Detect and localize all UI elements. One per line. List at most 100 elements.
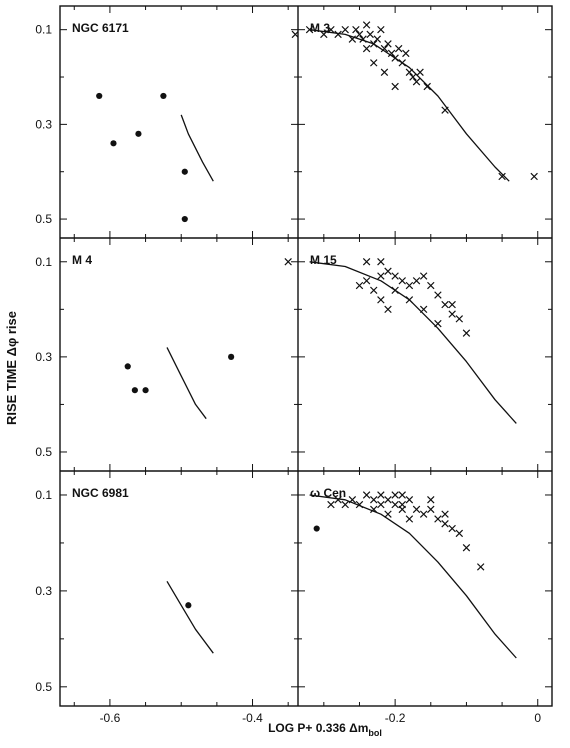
cross-point <box>328 282 335 289</box>
dot-point <box>264 416 270 422</box>
dot-point <box>228 353 235 360</box>
cross-point <box>398 505 406 514</box>
cross-point <box>434 291 442 299</box>
dot-point <box>189 121 195 127</box>
dot-point <box>235 392 241 398</box>
dot-point <box>249 330 255 336</box>
cross-point <box>377 500 385 509</box>
dot-point <box>235 588 241 594</box>
cross-point <box>476 563 485 571</box>
cross-point <box>377 296 385 304</box>
x-tick-label: -0.4 <box>242 711 263 725</box>
dot-point <box>235 684 241 690</box>
cross-point <box>370 496 378 504</box>
dot-point <box>257 401 263 407</box>
dot-point <box>124 363 131 370</box>
panel: M 4 <box>72 253 356 420</box>
dot-point <box>242 354 248 360</box>
cross-point <box>434 515 442 523</box>
panel: NGC 6171 <box>72 21 431 223</box>
x-axis-label-main: LOG P+ 0.336 Δm <box>268 721 368 735</box>
cross-point <box>419 510 428 518</box>
panel-name: M 15 <box>310 253 337 267</box>
cross-point <box>328 55 335 62</box>
cross-point <box>341 500 349 509</box>
dot-point <box>235 411 241 417</box>
cross-point <box>349 55 356 62</box>
dot-point <box>235 373 241 379</box>
dot-point <box>185 349 191 355</box>
x-axis-label-subscript: bol <box>368 728 382 738</box>
dot-point <box>249 340 255 346</box>
cross-point <box>378 50 385 57</box>
cross-point <box>380 44 389 53</box>
x-tick-label: 0 <box>534 711 541 725</box>
dot-point <box>207 145 213 151</box>
dot-point <box>185 684 191 690</box>
dot-point <box>228 535 234 541</box>
y-tick-label: 0.1 <box>35 23 52 37</box>
dot-point <box>242 684 248 690</box>
model-curve <box>309 261 517 424</box>
cross-point <box>349 287 356 294</box>
y-tick-label: 0.1 <box>35 488 52 502</box>
panel-marks <box>166 580 214 654</box>
cross-point <box>441 510 449 518</box>
x-axis-label: LOG P+ 0.336 Δmbol <box>268 721 382 738</box>
dot-point <box>228 401 234 407</box>
cross-point <box>355 30 364 39</box>
panel-name: NGC 6171 <box>72 21 129 35</box>
cross-point <box>462 329 471 337</box>
model-curve <box>166 347 207 420</box>
dot-point <box>181 168 188 175</box>
cross-point <box>362 277 371 285</box>
y-tick-label: 0.3 <box>35 584 52 598</box>
dot-point <box>249 554 255 560</box>
cross-point <box>413 135 420 142</box>
cross-point <box>441 300 449 309</box>
cross-point <box>299 254 306 261</box>
cross-point <box>306 41 313 48</box>
model-curve <box>166 580 214 654</box>
y-tick-label: 0.3 <box>35 350 52 364</box>
cross-point <box>402 49 410 58</box>
dot-point <box>242 573 248 579</box>
cross-point <box>335 268 342 275</box>
dot-point <box>235 641 241 647</box>
cross-point <box>419 305 428 314</box>
dot-point <box>185 159 191 165</box>
cross-point <box>455 529 464 538</box>
dot-point <box>249 368 255 374</box>
cross-point <box>384 510 392 518</box>
dot-point <box>264 674 270 680</box>
panel-name: M 3 <box>310 21 330 35</box>
cross-point <box>398 277 406 285</box>
cross-point <box>380 68 389 77</box>
dot-point <box>221 674 227 680</box>
dot-point <box>274 449 280 455</box>
dot-point <box>242 401 248 407</box>
cross-point <box>398 59 406 67</box>
cross-point <box>362 258 371 266</box>
dot-point <box>249 349 255 355</box>
dot-point <box>228 679 234 685</box>
dot-point <box>235 354 241 360</box>
cross-point <box>366 30 374 39</box>
dot-point <box>249 674 255 680</box>
dot-point <box>242 679 248 685</box>
cross-point <box>412 505 421 514</box>
cross-point <box>335 50 342 57</box>
cross-point <box>412 277 421 285</box>
cross-point <box>341 25 349 34</box>
panel-marks <box>185 491 517 690</box>
cross-point <box>441 106 449 114</box>
cross-point <box>291 30 298 39</box>
dot-point <box>235 340 241 346</box>
cross-point <box>391 54 399 62</box>
panel-marks <box>185 258 517 455</box>
dot-point <box>249 387 255 393</box>
cross-point <box>348 496 357 504</box>
dot-point <box>313 525 320 532</box>
cross-point <box>362 21 371 29</box>
model-curve <box>331 30 431 101</box>
